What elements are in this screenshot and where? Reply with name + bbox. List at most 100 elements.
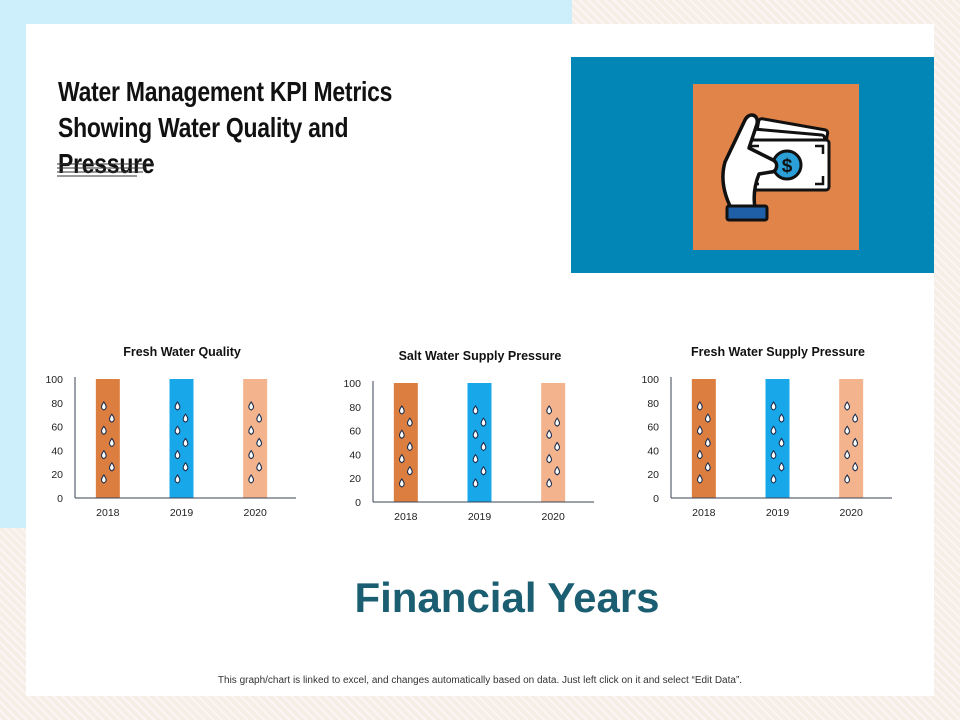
- water-drop-icon: [398, 429, 405, 439]
- bar-2020: [541, 383, 566, 502]
- water-drop-icon: [398, 453, 405, 464]
- water-drop-icon: [472, 429, 479, 439]
- water-drop-icon: [770, 474, 777, 484]
- y-tick-label: 60: [647, 422, 659, 434]
- water-drop-icon: [182, 413, 189, 423]
- water-drop-icon: [406, 465, 413, 476]
- water-drop-icon: [182, 461, 189, 472]
- water-drop-icon: [480, 465, 487, 476]
- footnote: This graph/chart is linked to excel, and…: [217, 675, 743, 686]
- water-drop-icon: [554, 465, 561, 476]
- hand-holding-money-icon: $: [721, 113, 831, 222]
- bar-2018: [393, 383, 418, 502]
- y-tick-label: 40: [349, 449, 361, 461]
- y-tick-label: 60: [349, 426, 361, 438]
- water-drop-icon: [248, 401, 255, 411]
- water-drop-icon: [248, 474, 255, 484]
- chart-svg: Fresh Water Quality 0 20 40 60 80 100 2018 2019 2…: [45, 345, 296, 519]
- water-drop-icon: [256, 437, 263, 448]
- y-tick-label: 40: [51, 445, 63, 457]
- bar-2018: [95, 379, 120, 498]
- y-tick-label: 100: [343, 378, 361, 390]
- x-tick-label: 2018: [394, 511, 418, 523]
- svg-text:$: $: [782, 156, 793, 177]
- water-drop-icon: [546, 405, 553, 415]
- water-drop-icon: [472, 453, 479, 464]
- y-tick-label: 40: [647, 445, 659, 457]
- x-tick-label: 2019: [766, 507, 790, 519]
- water-drop-icon: [770, 425, 777, 435]
- hero-banner: $: [571, 57, 934, 273]
- water-drop-icon: [696, 449, 703, 460]
- y-tick-label: 20: [647, 469, 659, 481]
- y-tick-label: 80: [647, 398, 659, 410]
- water-drop-icon: [844, 401, 851, 411]
- water-drop-icon: [108, 413, 115, 423]
- y-tick-label: 60: [51, 422, 63, 434]
- water-drop-icon: [778, 437, 785, 448]
- x-tick-label: 2020: [243, 507, 267, 519]
- water-drop-icon: [248, 449, 255, 460]
- water-drop-icon: [770, 449, 777, 460]
- y-tick-label: 100: [641, 374, 659, 386]
- y-tick-label: 80: [51, 398, 63, 410]
- water-drop-icon: [546, 453, 553, 464]
- water-drop-icon: [704, 413, 711, 423]
- y-tick-label: 0: [57, 493, 63, 505]
- y-tick-label: 20: [349, 473, 361, 485]
- water-drop-icon: [100, 449, 107, 460]
- chart-fresh-water-supply-pressure: Fresh Water Supply Pressure 0 20 40 60 80 100 2…: [628, 330, 908, 535]
- water-drop-icon: [770, 401, 777, 411]
- chart-title: Fresh Water Quality: [123, 345, 241, 359]
- water-drop-icon: [480, 417, 487, 427]
- chart-svg: Salt Water Supply Pressure 0 20 40 60 80 100 20…: [343, 349, 594, 523]
- water-drop-icon: [398, 478, 405, 488]
- water-drop-icon: [778, 413, 785, 423]
- x-tick-label: 2019: [170, 507, 194, 519]
- water-drop-icon: [472, 405, 479, 415]
- water-drop-icon: [398, 405, 405, 415]
- water-drop-icon: [546, 478, 553, 488]
- water-drop-icon: [182, 437, 189, 448]
- water-drop-icon: [108, 437, 115, 448]
- bar-2019: [467, 383, 492, 502]
- water-drop-icon: [406, 417, 413, 427]
- water-drop-icon: [778, 461, 785, 472]
- water-drop-icon: [100, 474, 107, 484]
- water-drop-icon: [472, 478, 479, 488]
- water-drop-icon: [852, 413, 859, 423]
- water-drop-icon: [174, 474, 181, 484]
- water-drop-icon: [100, 425, 107, 435]
- water-drop-icon: [406, 441, 413, 452]
- water-drop-icon: [704, 437, 711, 448]
- x-tick-label: 2018: [96, 507, 120, 519]
- y-tick-label: 100: [45, 374, 63, 386]
- water-drop-icon: [696, 474, 703, 484]
- water-drop-icon: [696, 425, 703, 435]
- section-heading: Financial Years: [354, 574, 660, 621]
- bar-2019: [765, 379, 790, 498]
- water-drop-icon: [696, 401, 703, 411]
- water-drop-icon: [174, 425, 181, 435]
- water-drop-icon: [174, 449, 181, 460]
- water-drop-icon: [480, 441, 487, 452]
- title-underline-decoration: [57, 163, 154, 177]
- water-drop-icon: [844, 425, 851, 435]
- y-tick-label: 20: [51, 469, 63, 481]
- chart-fresh-water-quality: Fresh Water Quality 0 20 40 60 80 100 2018 2019 2…: [32, 330, 312, 535]
- bar-2020: [243, 379, 268, 498]
- water-drop-icon: [844, 474, 851, 484]
- chart-salt-water-supply-pressure: Salt Water Supply Pressure 0 20 40 60 80 100 20…: [330, 334, 610, 539]
- water-drop-icon: [852, 437, 859, 448]
- hero-icon-tile: $: [693, 84, 859, 250]
- chart-title: Fresh Water Supply Pressure: [691, 345, 865, 359]
- water-drop-icon: [256, 413, 263, 423]
- x-tick-label: 2020: [839, 507, 863, 519]
- water-drop-icon: [704, 461, 711, 472]
- water-drop-icon: [546, 429, 553, 439]
- chart-title: Salt Water Supply Pressure: [399, 349, 562, 363]
- bar-2018: [691, 379, 716, 498]
- water-drop-icon: [844, 449, 851, 460]
- water-drop-icon: [108, 461, 115, 472]
- y-tick-label: 0: [653, 493, 659, 505]
